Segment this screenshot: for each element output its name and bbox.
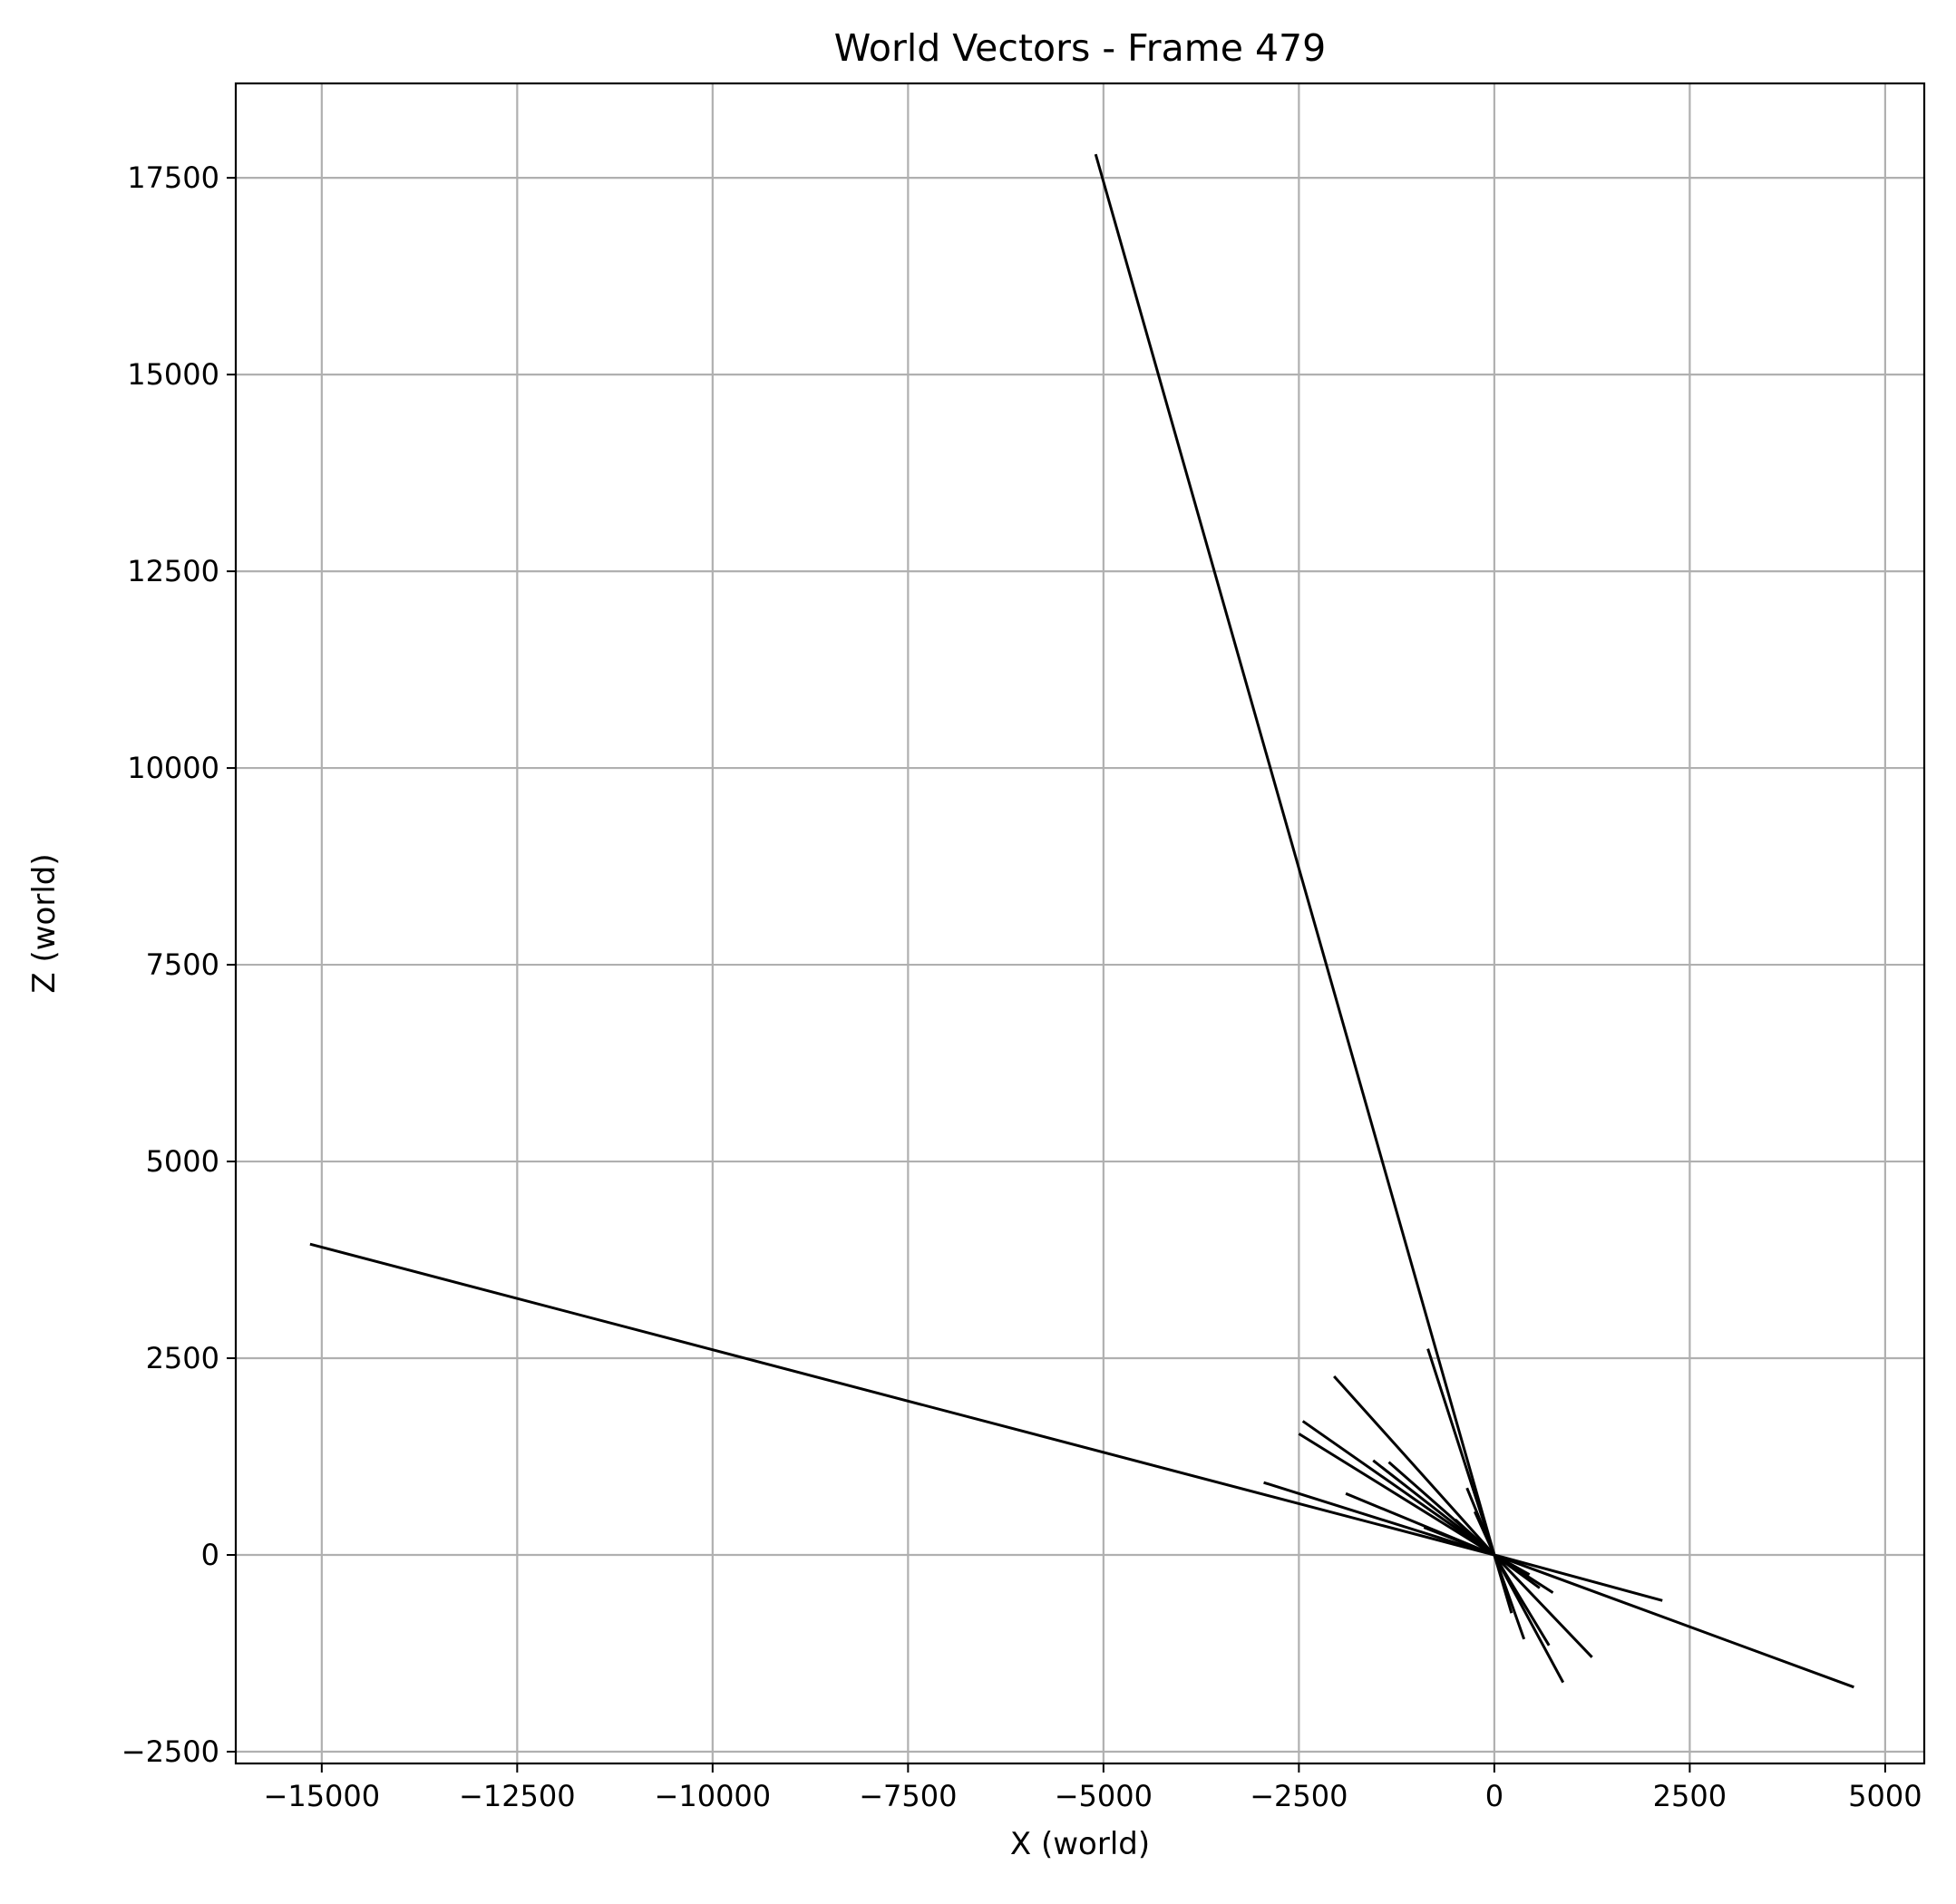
vector-line [1426,1348,1496,1556]
x-tick-label: −5000 [1055,1779,1153,1813]
grid-layer [236,83,1924,1763]
y-tick-label: 7500 [146,947,219,982]
x-tick-label: −10000 [655,1779,772,1813]
vector-line [1372,1459,1495,1557]
x-axis-title: X (world) [1010,1826,1150,1862]
plot-frame [234,82,1926,1765]
vector-line [1494,1553,1531,1577]
vector-line [1473,1511,1496,1556]
vector-line [1263,1481,1495,1557]
x-tick-label: 0 [1485,1779,1503,1813]
y-axis-title: Z (world) [26,853,63,993]
vector-line [1493,1553,1593,1658]
x-tick-label: 2500 [1653,1779,1727,1813]
vector-line [309,1242,1495,1557]
tick-layer: −15000 −12500 −10000 −7500 −5000 −2500 0 2500 50… [122,160,1922,1813]
y-tick-label: 2500 [146,1341,219,1375]
y-tick-label: 5000 [146,1144,219,1179]
vector-line [1298,1433,1495,1557]
vector-line [1493,1554,1513,1614]
vector-line [1423,1526,1495,1557]
y-tick-label: 12500 [127,554,219,588]
vector-line [1494,1553,1854,1689]
x-tick-label: −2500 [1250,1779,1348,1813]
y-tick-label: 17500 [127,160,219,195]
vector-line [1493,1554,1551,1647]
y-tick-label: 10000 [127,751,219,785]
x-tick-label: −12500 [459,1779,576,1813]
x-tick-label: −7500 [859,1779,957,1813]
y-tick-label: −2500 [122,1734,219,1769]
y-tick-label: 15000 [127,357,219,392]
x-tick-label: −15000 [264,1779,381,1813]
vector-line [1301,1420,1495,1557]
y-tick-label: 0 [201,1538,219,1572]
vector-line [1333,1375,1495,1557]
x-tick-label: 5000 [1848,1779,1922,1813]
chart-title: World Vectors - Frame 479 [834,26,1326,70]
vector-line [1454,1518,1495,1557]
vector-line [1094,153,1496,1556]
vector-line [1494,1553,1663,1602]
vector-layer [309,153,1854,1689]
